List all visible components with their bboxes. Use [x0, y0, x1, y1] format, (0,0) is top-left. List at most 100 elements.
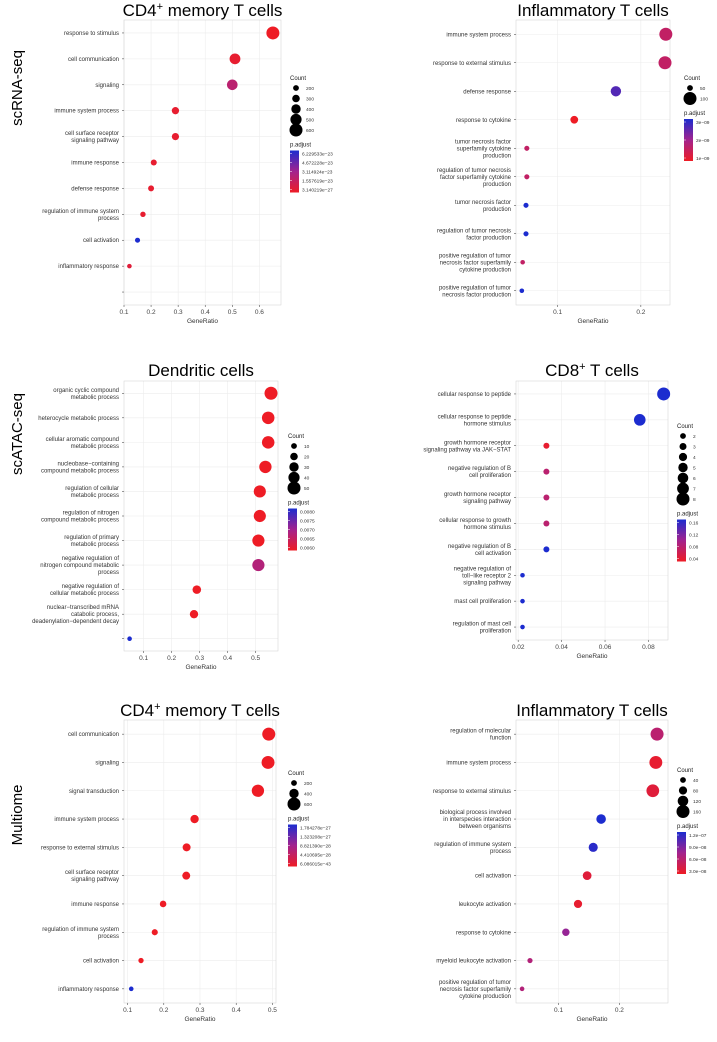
x-tick-label: 0.1	[553, 309, 562, 316]
panel-title-main: Inflammatory T cells	[516, 701, 667, 720]
category-label-line: immune system process	[54, 109, 119, 115]
x-axis-title: GeneRatio	[185, 664, 216, 671]
legend-padj-label: 3.114924e−23	[302, 169, 333, 175]
legend-count-label: 600	[304, 802, 312, 808]
legend-count-dot	[680, 777, 686, 783]
data-point	[252, 559, 265, 572]
legend-padj-title: p.adjust	[288, 817, 309, 823]
legend-count-dot	[288, 471, 300, 484]
category-label: cell activation	[83, 238, 119, 244]
legend-count-dot	[290, 113, 302, 126]
category-label-line: growth hormone receptor	[444, 440, 511, 446]
legend-colorbar	[288, 508, 297, 551]
x-tick-label: 0.4	[201, 309, 210, 316]
row-label-multiome: Multiome	[9, 785, 26, 846]
category-label: organic cyclic compound metabolic process	[53, 388, 119, 401]
legend-count-label: 2	[693, 434, 696, 440]
category-label: response to stimulus	[64, 31, 119, 37]
category-label-line: cellular response to peptide	[438, 392, 512, 398]
legend-count-label: 600	[306, 128, 314, 134]
legend-padj-title: p.adjust	[288, 501, 309, 507]
legend-count-label: 300	[306, 96, 314, 102]
category-label: immune response	[71, 902, 119, 908]
data-point	[520, 259, 525, 265]
legend-padj-label: 2e−09	[696, 138, 710, 144]
category-label: immune system process	[54, 109, 119, 115]
data-point	[520, 624, 525, 630]
legend-padj-label: 9.0e−08	[689, 845, 707, 851]
legend-padj-label: 1.784278e−27	[300, 825, 331, 831]
data-point	[261, 755, 275, 769]
legend-count-dot	[677, 472, 689, 484]
panel-6: Inflammatory T cells regulation of molecu…	[433, 701, 707, 1023]
panel-border	[515, 380, 669, 641]
data-point	[138, 957, 144, 964]
legend-padj-label: 0.0065	[300, 536, 315, 542]
x-axis-title: GeneRatio	[184, 1016, 215, 1023]
data-point	[650, 727, 664, 741]
legend-count-label: 200	[304, 781, 312, 787]
category-label: cellular response to peptide	[438, 392, 512, 398]
data-point	[573, 899, 583, 909]
x-tick-label: 0.2	[147, 309, 156, 316]
legend-count-label: 100	[700, 96, 708, 102]
x-axis-title: GeneRatio	[576, 1016, 607, 1023]
category-label-line: immune system process	[446, 760, 511, 766]
legend-count-dot	[291, 104, 301, 114]
legend-count-dot	[287, 481, 301, 495]
category-label-line: regulation of nitrogen	[63, 511, 119, 517]
data-point	[524, 145, 530, 151]
data-point	[266, 26, 280, 40]
category-label: mast cell proliferation	[454, 599, 511, 605]
category-label: cellular aromatic compound metabolic proc…	[46, 437, 119, 450]
x-tick-label: 0.2	[167, 655, 176, 662]
category-label-line: defense response	[463, 89, 511, 95]
panel-title-sup: +	[157, 1, 163, 13]
data-point	[182, 843, 191, 852]
category-label-line: heterocycle metabolic process	[38, 416, 119, 422]
x-tick-label: 0.3	[195, 1007, 204, 1014]
data-point	[657, 387, 671, 401]
category-label: regulation of immune system process	[434, 842, 511, 855]
data-point	[253, 509, 266, 523]
category-label: immune response	[71, 161, 119, 167]
category-label-line: response to cytokine	[456, 118, 512, 124]
data-point	[543, 442, 550, 449]
category-label-line: cellular response to growth	[439, 518, 511, 524]
data-point	[523, 231, 529, 237]
category-label-line: signaling pathway via JAK−STAT	[423, 447, 511, 453]
x-tick-label: 0.08	[642, 644, 655, 651]
legend-colorbar	[677, 519, 686, 562]
category-label: response to external stimulus	[41, 845, 119, 851]
data-point	[543, 468, 550, 475]
x-tick-label: 0.2	[615, 1007, 624, 1014]
legend-colorbar	[288, 824, 297, 867]
category-label-line: nucleobase−containing	[57, 461, 119, 467]
category-label: response to external stimulus	[433, 61, 511, 67]
category-label-line: cell surface receptor	[65, 870, 119, 876]
data-point	[251, 784, 265, 797]
category-label-line: biological process involved	[440, 810, 511, 816]
category-label: cellular response to growth hormone stimu…	[439, 518, 511, 531]
legend-count-title: Count	[684, 76, 700, 82]
legend-count-dot	[679, 443, 687, 450]
category-label: response to external stimulus	[433, 789, 511, 795]
legend-count-title: Count	[677, 424, 693, 430]
category-label-line: production	[483, 153, 511, 159]
category-label-line: signaling pathway	[463, 580, 511, 586]
category-label: regulation of tumor necrosis factor super…	[437, 168, 512, 188]
category-label-line: nitrogen compound metabolic	[40, 563, 119, 569]
legend-count-dot	[678, 452, 688, 462]
category-label: cell communication	[68, 57, 119, 63]
data-point	[259, 460, 272, 474]
category-label: regulation of primary metabolic process	[64, 535, 119, 548]
category-label-line: cellular metabolic process	[50, 591, 119, 597]
category-label-line: negative regulation of	[62, 556, 120, 562]
legend-count-dot	[289, 123, 303, 137]
data-point	[543, 494, 550, 501]
panel-title-main: CD8	[545, 361, 579, 380]
category-label: signaling	[95, 760, 119, 766]
category-label: negative regulation of nitrogen compound …	[40, 556, 119, 576]
